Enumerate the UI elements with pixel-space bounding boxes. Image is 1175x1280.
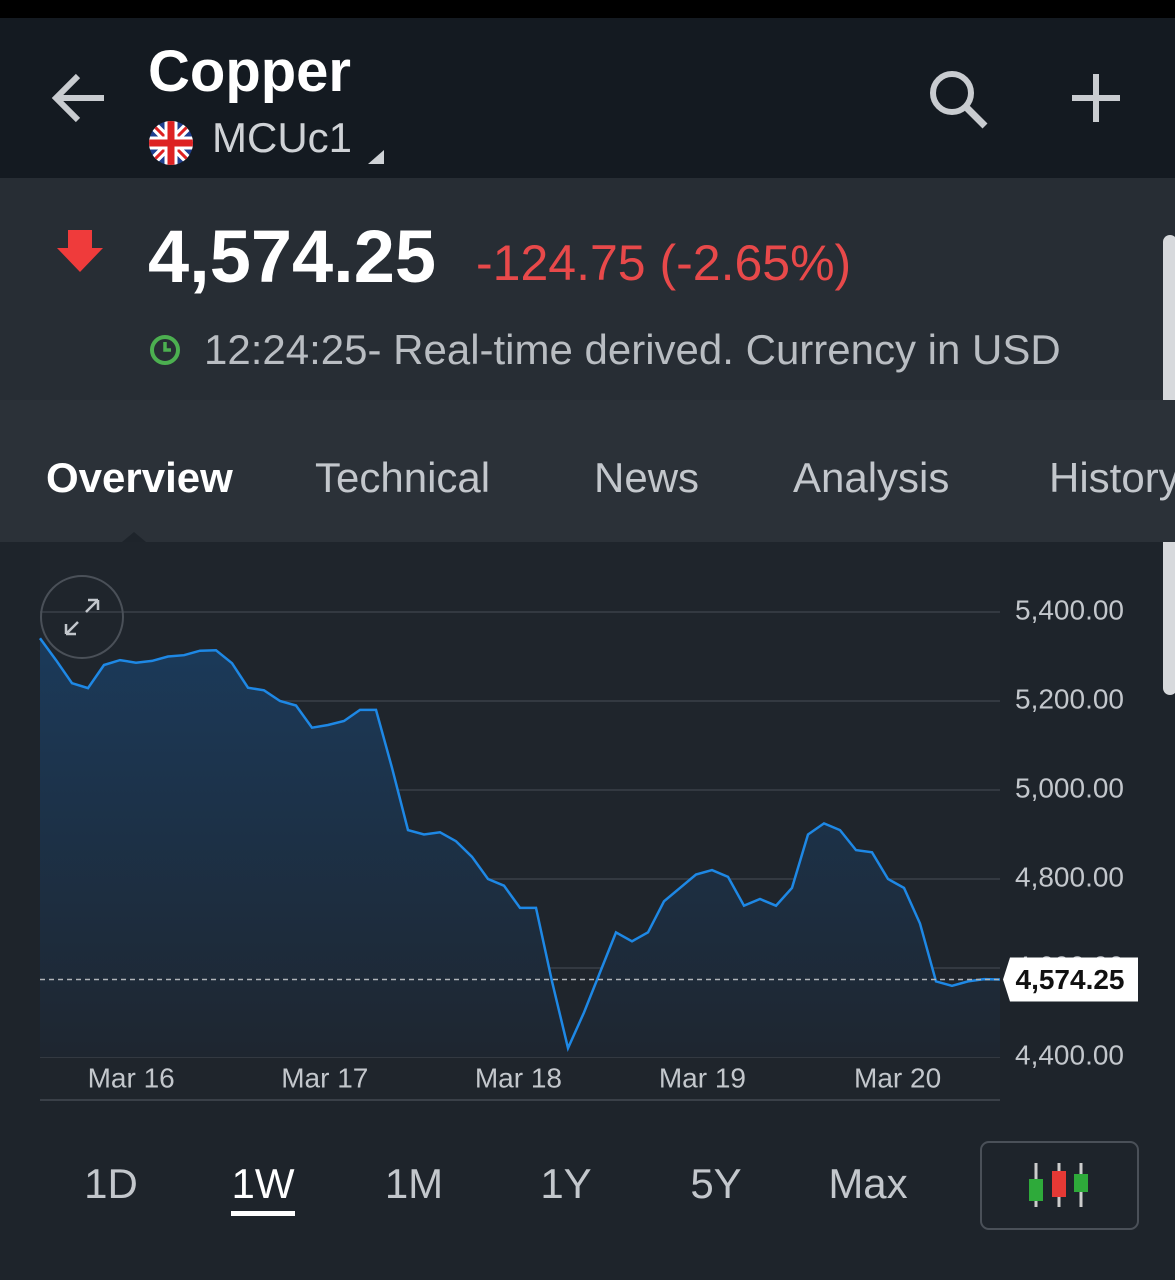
area <box>40 638 1000 1057</box>
x-tick-label: Mar 18 <box>475 1062 562 1093</box>
tab-indicator <box>122 532 146 542</box>
range-button[interactable]: 1D <box>84 1160 138 1207</box>
clock-icon <box>150 335 180 365</box>
quote-panel: 4,574.25 -124.75 (-2.65%) 12:24:25- Real… <box>0 178 1175 695</box>
add-button[interactable] <box>1068 70 1124 126</box>
dropdown-icon <box>368 150 384 164</box>
range-button[interactable]: 1M <box>384 1160 444 1207</box>
header: Copper MCUc1 <box>0 18 1175 178</box>
x-tick-label: Mar 16 <box>88 1062 175 1093</box>
tab[interactable]: Technical <box>315 454 491 501</box>
x-tick-label: Mar 20 <box>854 1062 941 1093</box>
search-button[interactable] <box>925 66 991 132</box>
range-button[interactable]: Max <box>828 1160 908 1207</box>
range-underline <box>231 1211 295 1216</box>
tab[interactable]: News <box>594 454 700 501</box>
flag-icon <box>149 121 193 165</box>
x-tick-label: Mar 17 <box>281 1062 368 1093</box>
chart: 4,400.004,600.004,800.005,000.005,200.00… <box>38 542 1138 1101</box>
range-bar: 1D 1W 1M 1Y 5Y Max <box>0 1110 1175 1280</box>
current-price-tag <box>1003 957 1138 1002</box>
range-button[interactable]: 1Y <box>540 1160 592 1207</box>
range-button[interactable]: 1W <box>231 1160 295 1207</box>
tab[interactable]: Analysis <box>793 454 950 501</box>
tab-bar: Overview Technical News Analysis History <box>0 400 1175 542</box>
tab[interactable]: Overview <box>46 454 233 501</box>
y-tick-label: 4,800.00 <box>1015 861 1124 892</box>
y-tick-label: 4,400.00 <box>1015 1039 1124 1070</box>
y-tick-label: 5,000.00 <box>1015 772 1124 803</box>
back-button[interactable] <box>50 70 110 126</box>
down-arrow <box>57 230 103 272</box>
title: Copper <box>148 39 351 104</box>
expand-icon <box>64 598 100 636</box>
chart-type-button[interactable] <box>980 1141 1139 1230</box>
y-tick-label: 5,400.00 <box>1015 594 1124 625</box>
range-button[interactable]: 5Y <box>690 1160 742 1207</box>
current-price-label: 4,574.25 <box>1016 964 1125 995</box>
symbol[interactable]: MCUc1 <box>212 114 353 161</box>
expand-button[interactable] <box>40 575 124 659</box>
price-change: -124.75 (-2.65%) <box>476 235 852 291</box>
timestamp: 12:24:25- Real-time derived. Currency in… <box>204 326 1061 373</box>
price: 4,574.25 <box>148 215 437 298</box>
tab[interactable]: History <box>1049 454 1175 501</box>
status-bar <box>0 0 1175 18</box>
line <box>38 637 1001 1052</box>
y-tick-label: 5,200.00 <box>1015 683 1124 714</box>
x-tick-label: Mar 19 <box>659 1062 746 1093</box>
